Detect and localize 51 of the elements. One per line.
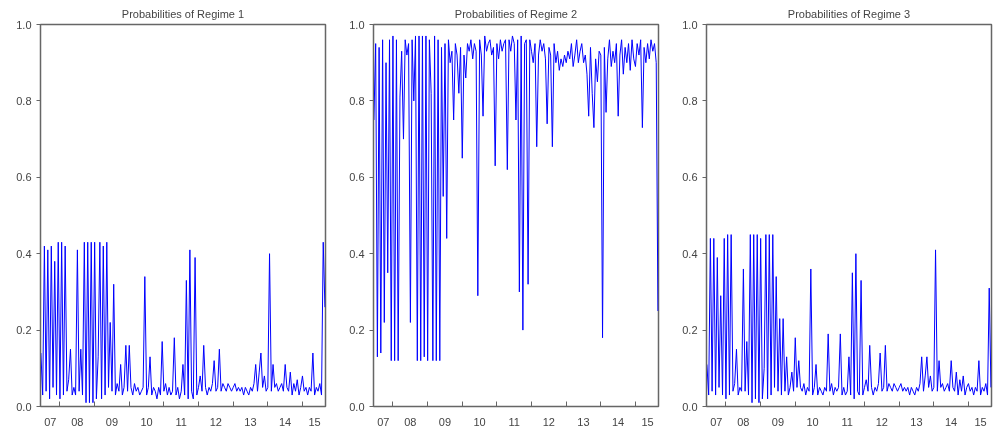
x-tick-label: 14 [611, 415, 625, 428]
x-tick-label: 08 [71, 415, 84, 428]
y-tick-label: 0.0 [349, 400, 365, 413]
x-tick-label: 08 [404, 415, 417, 428]
x-tick-label: 11 [175, 415, 187, 428]
x-tick-label: 09 [438, 415, 452, 428]
x-tick-label: 07 [44, 415, 57, 428]
y-tick-label: 1.0 [349, 18, 365, 31]
x-tick-label: 09 [105, 415, 119, 428]
y-tick-label: 0.8 [16, 94, 32, 107]
x-tick-label: 09 [771, 415, 785, 428]
y-tick-label: 0.8 [349, 94, 365, 107]
y-tick-label: 0.6 [16, 171, 32, 184]
x-tick-label: 14 [944, 415, 958, 428]
y-tick-label: 1.0 [682, 18, 698, 31]
y-tick-label: 0.2 [16, 324, 32, 337]
x-tick-label: 12 [209, 415, 222, 428]
y-tick-label: 0.0 [682, 400, 698, 413]
x-tick-label: 15 [641, 415, 654, 428]
line-series [40, 241, 326, 404]
x-tick-label: 14 [278, 415, 292, 428]
line-series [706, 234, 992, 404]
x-tick-label: 11 [508, 415, 520, 428]
x-tick-label: 13 [244, 415, 257, 428]
y-tick-label: 0.4 [16, 247, 32, 260]
y-tick-label: 0.4 [682, 247, 698, 260]
chart-title: Probabilities of Regime 3 [787, 7, 911, 20]
y-tick-label: 0.6 [682, 171, 698, 184]
x-tick-label: 08 [737, 415, 750, 428]
y-tick-label: 0.2 [349, 324, 365, 337]
x-tick-label: 07 [377, 415, 390, 428]
y-tick-label: 0.2 [682, 324, 698, 337]
y-tick-label: 0.6 [349, 171, 365, 184]
x-tick-label: 10 [806, 415, 819, 428]
x-tick-label: 15 [308, 415, 321, 428]
y-tick-label: 0.0 [16, 400, 32, 413]
x-tick-label: 13 [577, 415, 590, 428]
chart-title: Probabilities of Regime 2 [454, 7, 578, 20]
x-tick-label: 13 [910, 415, 923, 428]
y-tick-label: 1.0 [16, 18, 32, 31]
y-tick-label: 0.8 [682, 94, 698, 107]
x-tick-label: 15 [974, 415, 987, 428]
y-tick-label: 0.4 [349, 247, 365, 260]
x-tick-label: 10 [140, 415, 153, 428]
x-tick-label: 12 [875, 415, 888, 428]
x-tick-label: 07 [710, 415, 723, 428]
x-tick-label: 12 [542, 415, 555, 428]
line-series [373, 35, 659, 362]
chart-title: Probabilities of Regime 1 [121, 7, 245, 20]
x-tick-label: 11 [841, 415, 853, 428]
x-tick-label: 10 [473, 415, 486, 428]
